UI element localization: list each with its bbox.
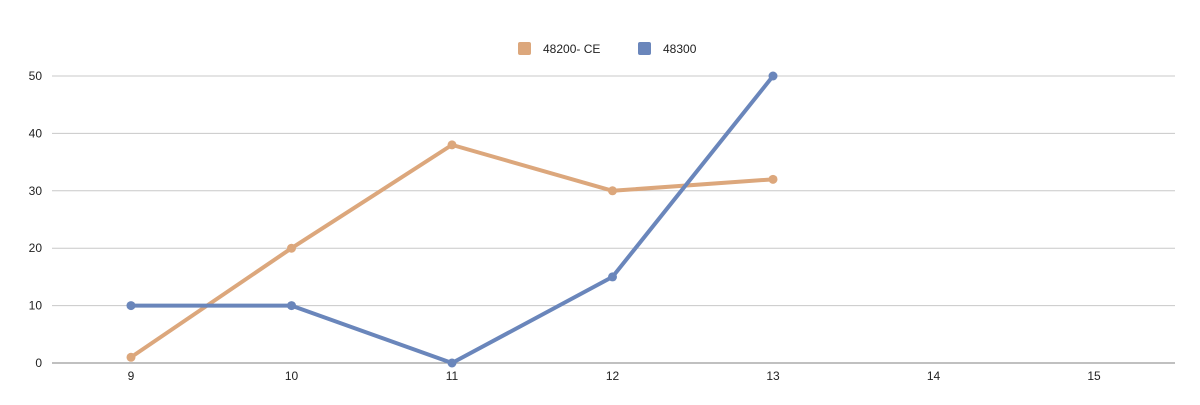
data-point[interactable] bbox=[608, 186, 617, 196]
data-point[interactable] bbox=[126, 301, 136, 311]
legend-label: 48200- CE bbox=[543, 42, 600, 56]
legend-swatch bbox=[518, 42, 531, 55]
legend: 48200- CE 48300 bbox=[518, 42, 697, 56]
x-tick-label: 13 bbox=[766, 369, 780, 383]
series-1 bbox=[126, 140, 778, 362]
data-point[interactable] bbox=[287, 301, 296, 311]
x-tick-label: 14 bbox=[927, 369, 941, 383]
legend-label: 48300 bbox=[663, 42, 697, 56]
series-line bbox=[129, 74, 775, 365]
legend-swatch bbox=[638, 42, 651, 55]
axes: 0 10 20 30 40 50 9 10 11 12 13 14 15 bbox=[29, 69, 1175, 383]
y-tick-label: 0 bbox=[35, 356, 42, 370]
x-tick-label: 9 bbox=[128, 369, 135, 383]
data-point[interactable] bbox=[768, 174, 778, 184]
data-point[interactable] bbox=[447, 140, 457, 150]
y-tick-label: 50 bbox=[29, 69, 43, 83]
y-tick-label: 30 bbox=[29, 184, 43, 198]
x-tick-label: 12 bbox=[606, 369, 620, 383]
y-tick-label: 10 bbox=[29, 299, 43, 313]
series-line bbox=[129, 142, 775, 360]
x-tick-label: 10 bbox=[285, 369, 299, 383]
series-lines bbox=[126, 71, 778, 368]
data-point[interactable] bbox=[608, 272, 617, 282]
y-tick-label: 40 bbox=[29, 126, 43, 140]
x-tick-label: 15 bbox=[1087, 369, 1101, 383]
data-point[interactable] bbox=[447, 358, 457, 368]
y-tick-label: 20 bbox=[29, 241, 43, 255]
data-point[interactable] bbox=[768, 71, 778, 81]
series-2 bbox=[126, 71, 778, 368]
x-tick-label: 11 bbox=[446, 369, 459, 383]
data-point[interactable] bbox=[287, 243, 296, 253]
data-point[interactable] bbox=[126, 352, 136, 362]
